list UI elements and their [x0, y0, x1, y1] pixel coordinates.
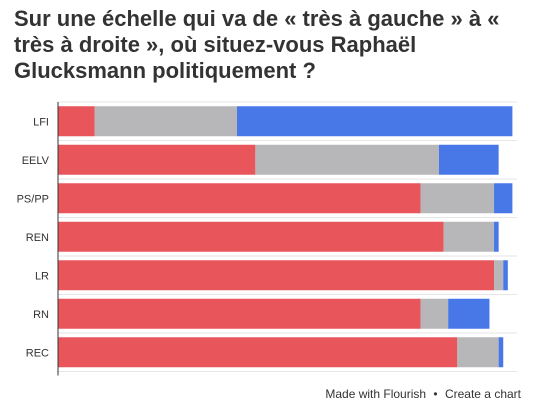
made-with-flourish-link[interactable]: Made with Flourish [325, 387, 427, 401]
bar-segment [58, 144, 256, 175]
category-label: RN [33, 309, 49, 321]
bar-segment [443, 221, 495, 252]
bar-segment [448, 298, 490, 329]
bar-segment [58, 183, 421, 214]
bar-segment [494, 221, 499, 252]
bar-segment [498, 337, 504, 368]
bar-segment [503, 260, 508, 291]
bar-segment [420, 298, 449, 329]
category-label: LR [35, 270, 49, 282]
bar-segment [494, 260, 504, 291]
bar-segment [58, 221, 444, 252]
bar-segment [420, 183, 495, 214]
bar-segment [255, 144, 439, 175]
bar-segment [58, 298, 421, 329]
create-chart-link[interactable]: Create a chart [444, 387, 521, 401]
bar-segment [237, 106, 513, 137]
bar-segment [58, 337, 458, 368]
bar-segment [94, 106, 238, 137]
chart-title: Sur une échelle qui va de « très à gauch… [14, 6, 500, 83]
bar-segment [494, 183, 513, 214]
bar-segment [457, 337, 499, 368]
bar-segment [58, 106, 95, 137]
footer: Made with Flourish • Create a chart [325, 387, 521, 401]
category-label: LFI [33, 116, 49, 128]
category-label: EELV [22, 155, 50, 167]
category-label: PS/PP [17, 193, 49, 205]
category-label: REC [26, 347, 49, 359]
bar-segment [58, 260, 495, 291]
category-label: REN [26, 232, 49, 244]
bar-segment [438, 144, 499, 175]
footer-separator: • [433, 387, 438, 401]
